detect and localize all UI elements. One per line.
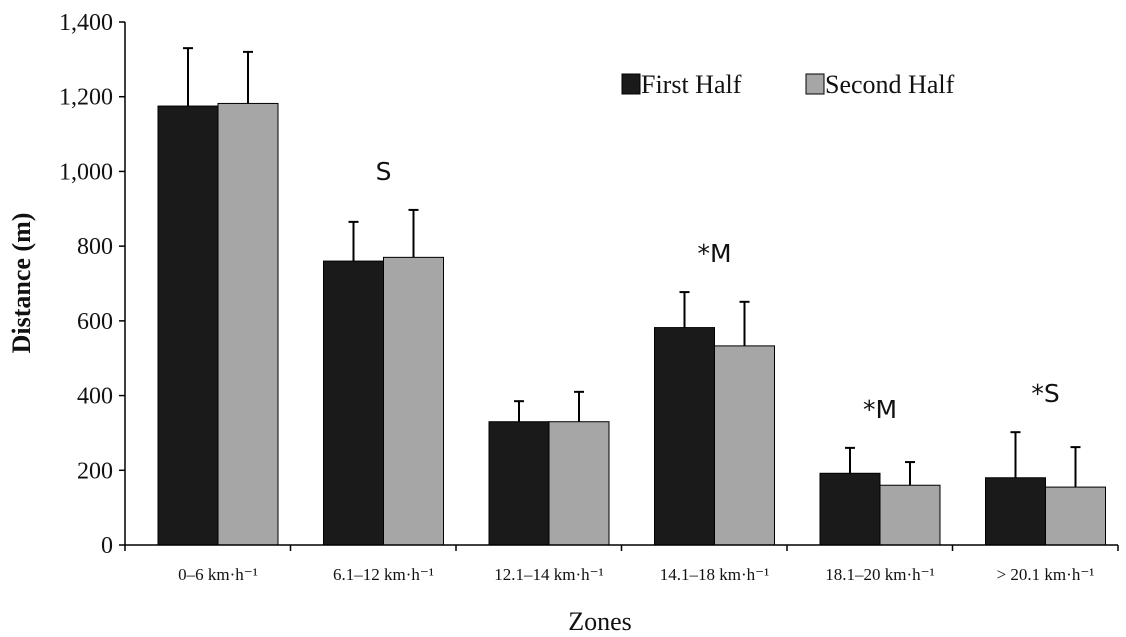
bar-series2-cat2 (383, 256, 444, 546)
y-tick-label-7: 1,200 (59, 85, 113, 111)
bar-series1-cat4 (654, 327, 715, 546)
y-tick-label-2: 200 (77, 458, 113, 484)
y-tick-label-8: 1,400 (59, 10, 113, 36)
annotation-3: *M (863, 395, 897, 424)
annotation-1: S (376, 157, 392, 186)
annotation-4: *S (1031, 379, 1059, 408)
y-tick-label-3: 400 (77, 384, 113, 410)
x-tick-label-1: 0–6 km·h⁻¹ (178, 565, 258, 584)
bar-series2-cat3 (548, 421, 610, 546)
annotation-2: *M (697, 239, 731, 268)
error-bars-layer (183, 47, 1081, 488)
x-tick-label-6: > 20.1 km·h⁻¹ (997, 565, 1095, 584)
legend-swatch-first-half (621, 73, 641, 95)
bars-layer (157, 102, 1106, 546)
legend-swatch-second-half (805, 73, 825, 95)
bar-series2-cat4 (714, 345, 775, 546)
y-tick-label-4: 600 (77, 309, 113, 335)
bar-series2-cat5 (879, 484, 941, 546)
bar-series2-cat1 (217, 102, 279, 546)
bar-series1-cat2 (323, 260, 384, 546)
bar-series1-cat5 (819, 472, 881, 546)
legend-label-first-half: First Half (641, 70, 742, 99)
x-axis-title: Zones (568, 607, 632, 636)
x-tick-label-3: 12.1–14 km·h⁻¹ (494, 565, 603, 584)
legend-label-second-half: Second Half (825, 70, 955, 99)
x-tick-label-2: 6.1–12 km·h⁻¹ (333, 565, 434, 584)
bar-series1-cat3 (488, 421, 550, 546)
x-tick-label-4: 14.1–18 km·h⁻¹ (660, 565, 769, 584)
legend: First Half Second Half (621, 70, 955, 99)
bar-series1-cat6 (985, 477, 1046, 546)
bar-series2-cat6 (1045, 486, 1106, 546)
labels-layer: 0–6 km·h⁻¹ 6.1–12 km·h⁻¹ 12.1–14 km·h⁻¹ 14.… (59, 10, 1094, 584)
y-axis-title: Distance (m) (7, 213, 36, 354)
x-tick-label-5: 18.1–20 km·h⁻¹ (825, 565, 934, 584)
axes-layer (119, 21, 1119, 551)
y-tick-label-1: 0 (101, 533, 113, 559)
y-tick-label-5: 800 (77, 234, 113, 260)
y-tick-label-6: 1,000 (59, 159, 113, 185)
bar-series1-cat1 (157, 105, 219, 546)
